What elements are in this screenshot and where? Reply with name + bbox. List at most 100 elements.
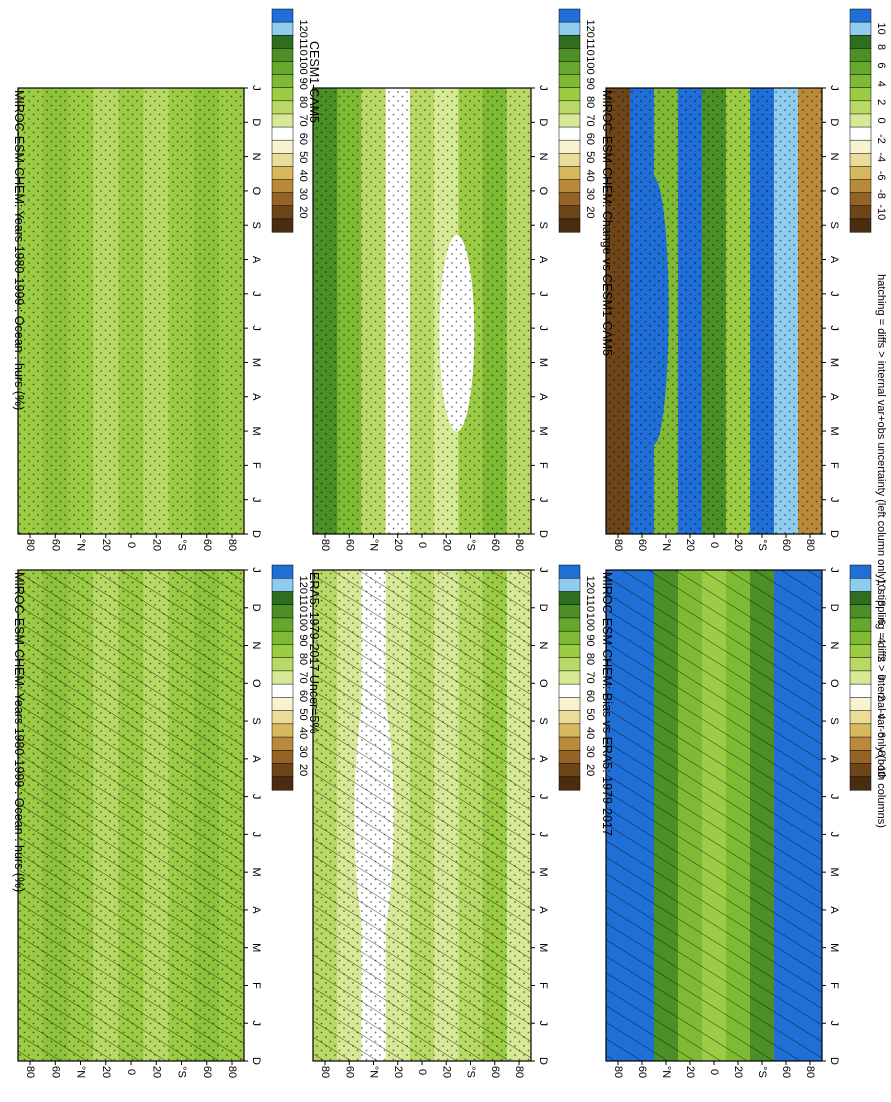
colorbar-swatch xyxy=(849,763,872,778)
lat-tick-label: 80 xyxy=(513,1066,525,1078)
colorbar-label: 40 xyxy=(584,727,596,739)
month-tick-label: N xyxy=(537,153,549,161)
colorbar-label: 2 xyxy=(875,656,887,662)
colorbar-swatch xyxy=(849,591,872,606)
lat-tick-label: 60 xyxy=(343,539,355,551)
month-tick-label: O xyxy=(250,187,262,196)
colorbar-swatch xyxy=(849,736,872,751)
colorbar-swatch xyxy=(558,776,581,791)
colorbar-swatch xyxy=(849,8,872,23)
month-tick-label: S xyxy=(828,222,840,229)
lat-tick-label: 60 xyxy=(49,539,61,551)
colorbar-swatch xyxy=(849,48,872,63)
lat-tick-label: 80 xyxy=(319,1066,331,1078)
lat-tick-label: 20 xyxy=(440,1066,452,1078)
colorbar-swatch xyxy=(849,61,872,76)
colorbar-label: -6 xyxy=(875,728,887,738)
colorbar-swatch xyxy=(271,617,294,632)
month-tick-label: S xyxy=(250,717,262,724)
colorbar-swatch xyxy=(849,218,872,233)
colorbar-swatch xyxy=(558,126,581,141)
month-tick-label: A xyxy=(537,256,549,264)
colorbar-swatch xyxy=(271,736,294,751)
colorbar-label: 20 xyxy=(297,764,309,776)
colorbar-label: 110 xyxy=(584,595,596,613)
month-tick-label: J xyxy=(537,1020,549,1025)
colorbar-swatch xyxy=(558,74,581,89)
lat-tick-label: 80 xyxy=(804,1066,816,1078)
hatching-overlay xyxy=(18,570,244,1061)
lat-tick-label: 80 xyxy=(513,539,525,551)
lat-tick-label: 20 xyxy=(732,1066,744,1078)
lat-tick-label: 20 xyxy=(684,1066,696,1078)
lat-tick-label: °S xyxy=(756,539,768,551)
colorbar-swatch xyxy=(558,34,581,49)
colorbar-swatch xyxy=(558,750,581,765)
colorbar-label: 10 xyxy=(875,579,887,591)
month-tick-label: J xyxy=(828,325,840,331)
lat-tick-label: °S xyxy=(465,1066,477,1078)
month-tick-label: O xyxy=(828,187,840,196)
lat-tick-label: 80 xyxy=(612,1066,624,1078)
colorbar-label: 0 xyxy=(875,117,887,123)
colorbar-label: 40 xyxy=(297,169,309,181)
lat-tick-label: °N xyxy=(368,539,380,551)
month-tick-label: J xyxy=(828,832,840,838)
colorbar-swatch xyxy=(271,34,294,49)
lat-tick-label: °N xyxy=(75,539,87,551)
colorbar-label: 90 xyxy=(297,78,309,90)
colorbar-label: 6 xyxy=(875,62,887,68)
month-tick-label: D xyxy=(537,118,549,126)
colorbar-label: 120 xyxy=(584,19,596,37)
month-tick-label: J xyxy=(828,1020,840,1025)
colorbar-swatch xyxy=(849,697,872,712)
colorbar-swatch xyxy=(558,604,581,619)
colorbar-label: 50 xyxy=(584,708,596,720)
colorbar-label: 60 xyxy=(297,133,309,145)
colorbar-label: 90 xyxy=(584,78,596,90)
month-tick-label: M xyxy=(537,426,549,435)
lat-tick-label: 60 xyxy=(489,1066,501,1078)
colorbar-label: 120 xyxy=(297,19,309,37)
colorbar-label: 2 xyxy=(875,99,887,105)
colorbar-swatch xyxy=(271,710,294,725)
colorbar-label: 4 xyxy=(875,81,887,87)
colorbar-label: 30 xyxy=(584,745,596,757)
lat-tick-label: 0 xyxy=(416,542,428,548)
lat-tick-label: 80 xyxy=(226,539,238,551)
month-tick-label: A xyxy=(250,256,262,264)
lat-tick-label: °S xyxy=(465,539,477,551)
lat-tick-label: 80 xyxy=(804,539,816,551)
colorbar-label: 80 xyxy=(584,653,596,665)
colorbar-swatch xyxy=(849,776,872,791)
colorbar-label: 30 xyxy=(297,745,309,757)
month-tick-label: J xyxy=(250,325,262,331)
month-tick-label: N xyxy=(250,642,262,650)
lat-tick-label: 20 xyxy=(732,539,744,551)
colorbar-swatch xyxy=(849,683,872,698)
lat-tick-label: 20 xyxy=(392,539,404,551)
lat-tick-label: 20 xyxy=(150,539,162,551)
colorbar-swatch xyxy=(558,723,581,738)
colorbar-swatch xyxy=(271,683,294,698)
colorbar-label: 80 xyxy=(297,96,309,108)
month-tick-label: O xyxy=(250,679,262,688)
month-tick-label: J xyxy=(537,497,549,503)
month-tick-label: J xyxy=(250,832,262,838)
lat-tick-label: 60 xyxy=(201,1066,213,1078)
colorbar-swatch xyxy=(849,630,872,645)
colorbar-swatch xyxy=(271,179,294,194)
colorbar-swatch xyxy=(558,87,581,102)
month-tick-label: O xyxy=(537,187,549,196)
colorbar-swatch xyxy=(271,564,294,579)
lat-tick-label: 0 xyxy=(416,1069,428,1075)
colorbar-swatch xyxy=(271,218,294,233)
colorbar-swatch xyxy=(849,750,872,765)
month-tick-label: M xyxy=(250,358,262,367)
colorbar-label: -4 xyxy=(875,152,887,162)
month-tick-label: J xyxy=(537,85,549,91)
colorbar-swatch xyxy=(849,657,872,672)
month-tick-label: J xyxy=(537,325,549,331)
